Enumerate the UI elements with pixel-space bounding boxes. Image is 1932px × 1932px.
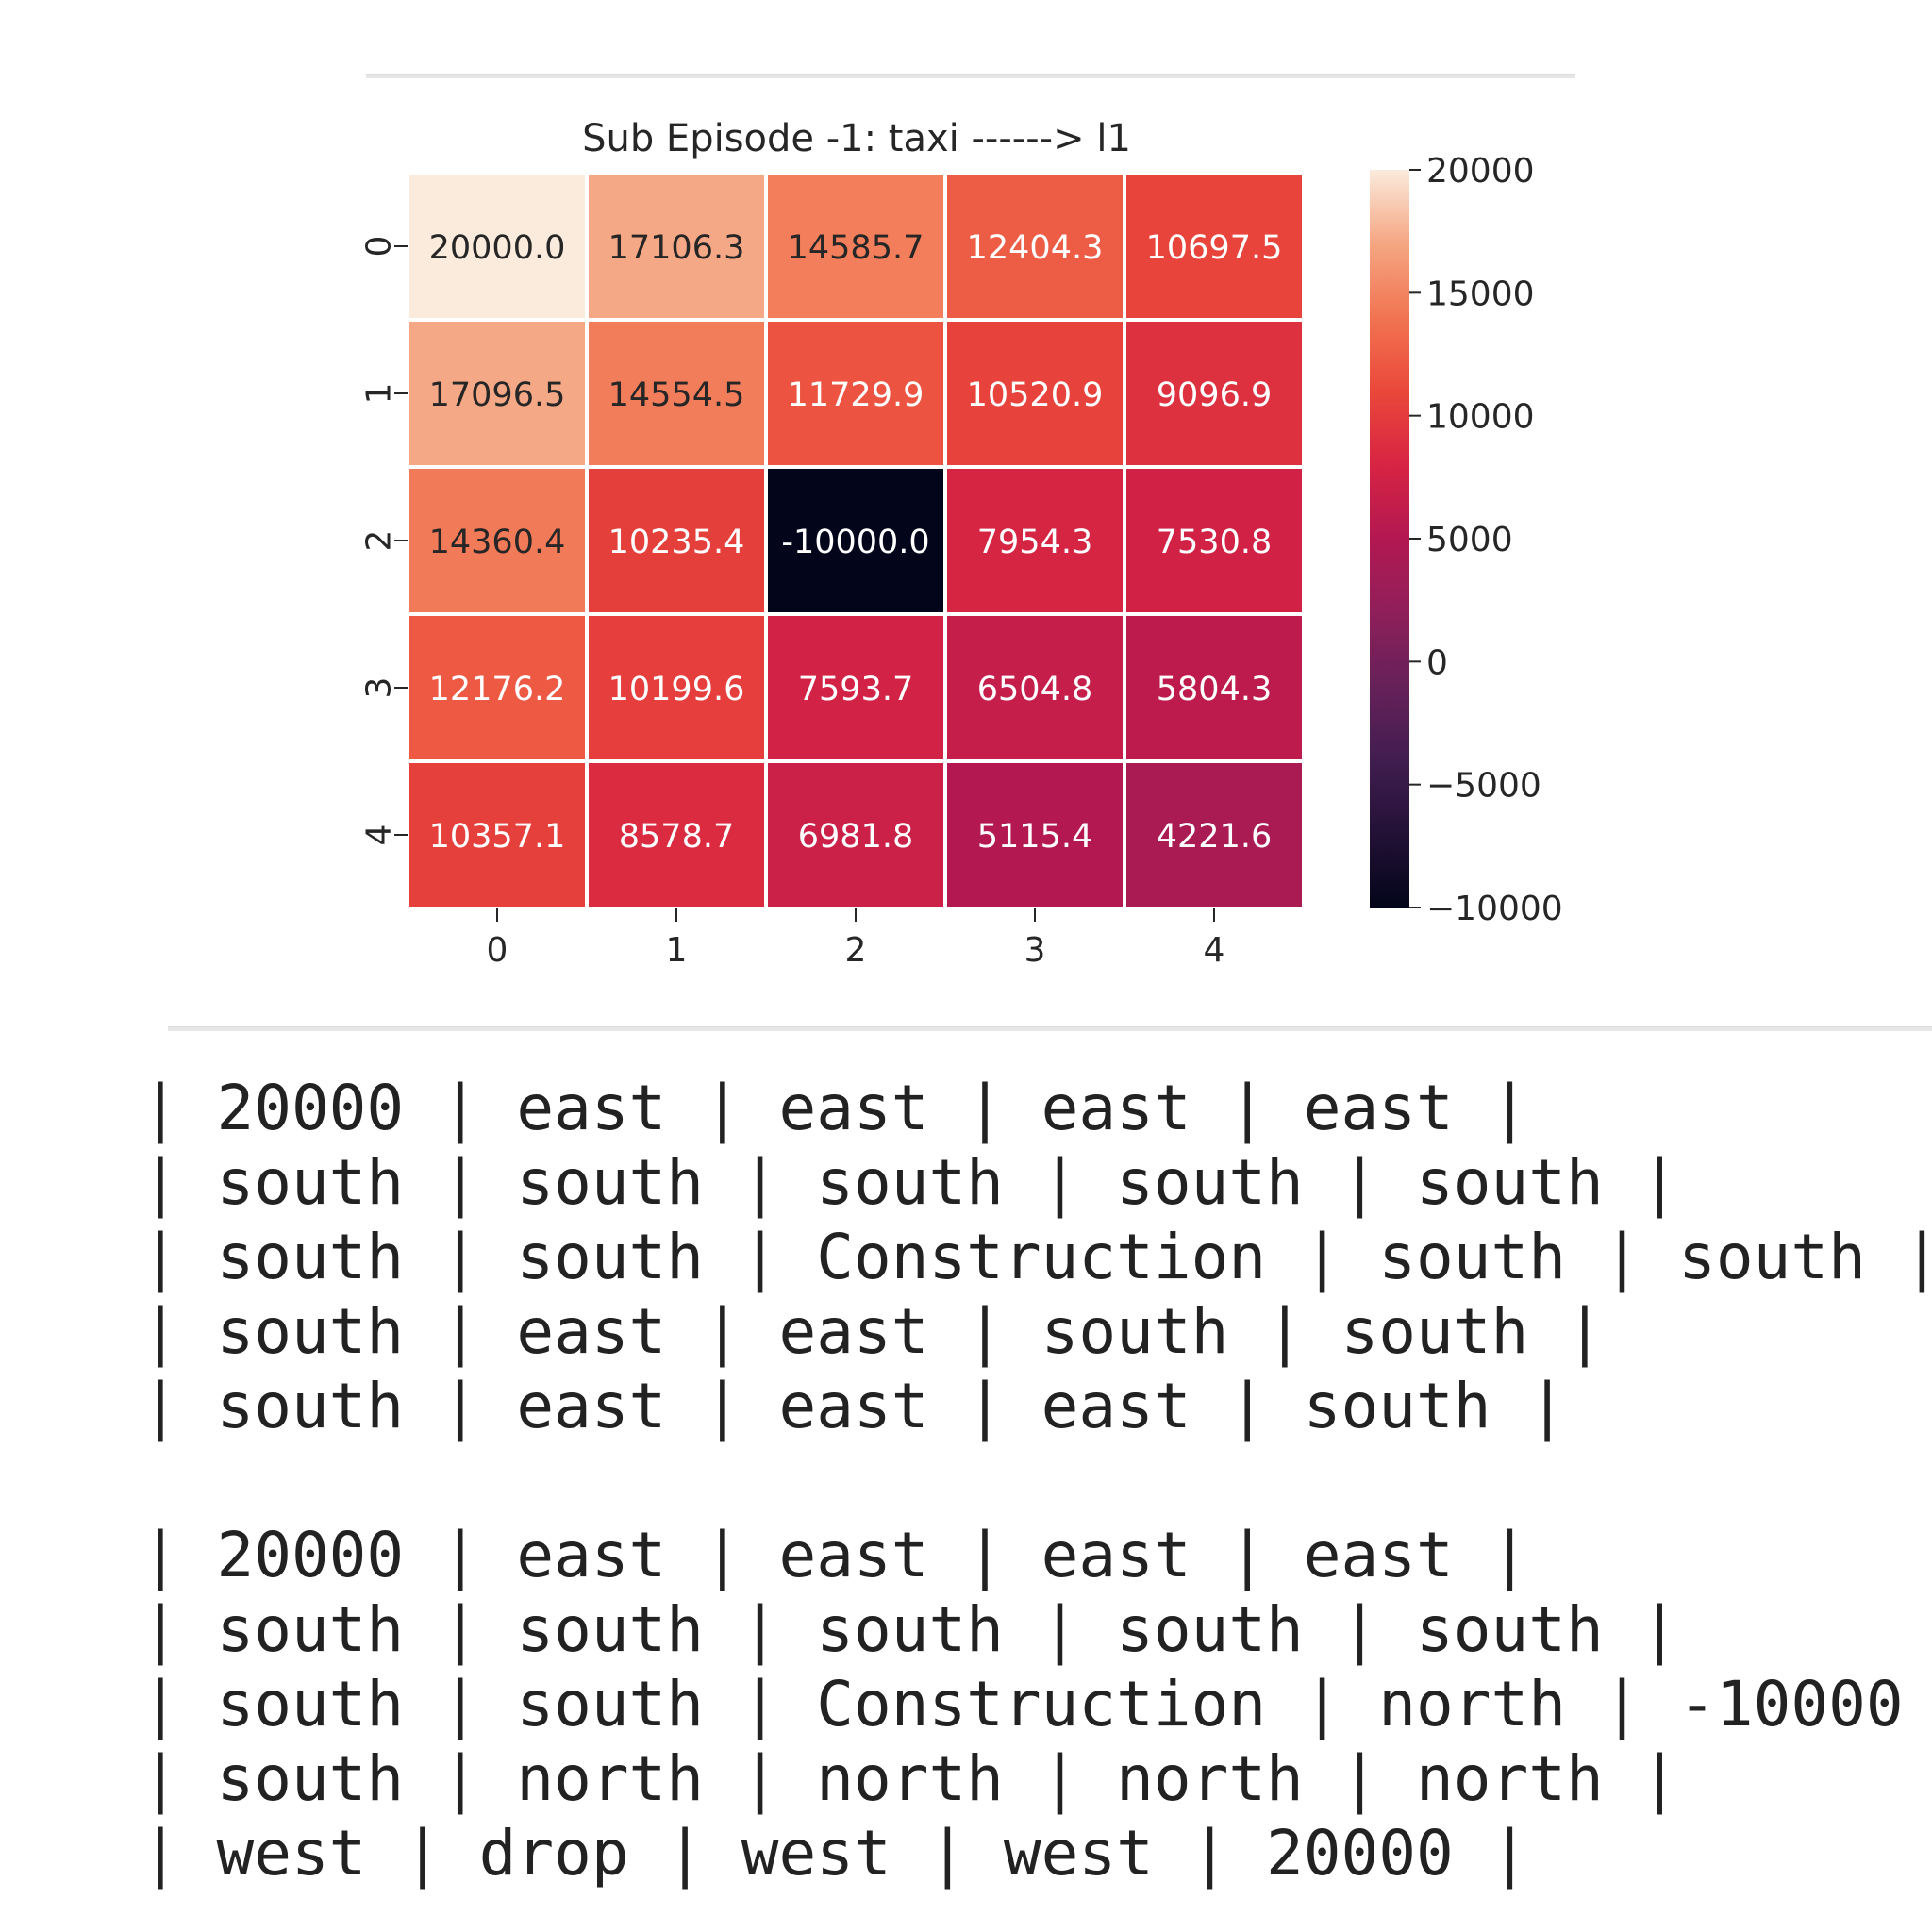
heatmap-cell-label: 7530.8 xyxy=(1157,524,1272,561)
output-line: | 20000 | east | east | east | east | xyxy=(142,1072,1529,1144)
heatmap-cell-label: 12176.2 xyxy=(429,671,566,708)
colorbar-tick-label: 20000 xyxy=(1426,152,1535,191)
output-line: | 20000 | east | east | east | east | xyxy=(142,1519,1529,1591)
colorbar-tick-label: 5000 xyxy=(1426,521,1513,559)
cell-separator-top xyxy=(366,74,1575,78)
x-axis: 0 1 2 3 4 xyxy=(487,908,1225,970)
heatmap-cell xyxy=(406,759,589,910)
y-tick-label: 1 xyxy=(360,383,399,405)
heatmap-cell-label: 10199.6 xyxy=(608,671,745,708)
y-axis: 0 1 2 3 4 xyxy=(360,236,408,846)
x-tick-label: 0 xyxy=(487,931,508,970)
heatmap-cell-label: 7954.3 xyxy=(977,524,1092,561)
output-line: | south | south | Construction | south |… xyxy=(142,1221,1932,1293)
heatmap-cell xyxy=(943,612,1126,763)
heatmap-cell xyxy=(764,612,947,763)
colorbar-tick-label: −10000 xyxy=(1426,890,1563,928)
heatmap-cell xyxy=(406,318,589,469)
heatmap-cell xyxy=(1123,465,1306,616)
y-tick-label: 0 xyxy=(360,236,399,258)
heatmap-cell-label: 14585.7 xyxy=(788,229,924,267)
y-tick-label: 4 xyxy=(360,824,399,846)
heatmap-cell-label: 6981.8 xyxy=(798,818,913,856)
heatmap-cell xyxy=(1123,612,1306,763)
heatmap-cell xyxy=(585,612,768,763)
text-output: | 20000 | east | east | east | east | | s… xyxy=(142,1071,1932,1890)
colorbar xyxy=(1370,170,1409,908)
heatmap-cell xyxy=(585,171,768,322)
cell-separator-bottom xyxy=(168,1026,1932,1031)
output-line: | south | south | south | south | south … xyxy=(142,1593,1679,1666)
heatmap-cell-label: -10000.0 xyxy=(781,524,929,561)
heatmap-cell-label: 14554.5 xyxy=(608,376,745,414)
heatmap-cell-label: 10235.4 xyxy=(608,524,745,561)
colorbar-tick-label: −5000 xyxy=(1426,767,1541,806)
heatmap-cell-label: 10520.9 xyxy=(967,376,1104,414)
y-tick-label: 3 xyxy=(360,677,399,699)
heatmap-cell xyxy=(1123,318,1306,469)
heatmap-cell-label: 12404.3 xyxy=(967,229,1104,267)
heatmap-cell-label: 9096.9 xyxy=(1157,376,1272,414)
heatmap-cell xyxy=(764,759,947,910)
heatmap-cell xyxy=(406,171,589,322)
output-line: | south | east | east | south | south | xyxy=(142,1295,1604,1368)
heatmap-cell-label: 8578.7 xyxy=(619,818,734,856)
heatmap-cell xyxy=(1123,171,1306,322)
x-tick-label: 2 xyxy=(845,931,867,970)
heatmap-cell-label: 10697.5 xyxy=(1146,229,1283,267)
heatmap-cell-label: 5115.4 xyxy=(977,818,1092,856)
output-line: | south | north | north | north | north … xyxy=(142,1742,1679,1815)
x-tick-label: 1 xyxy=(666,931,688,970)
colorbar-ticks: 20000 15000 10000 5000 0 −5000 −10000 xyxy=(1409,152,1563,928)
heatmap-cell-label: 11729.9 xyxy=(788,376,924,414)
colorbar-tick-label: 15000 xyxy=(1426,275,1535,313)
heatmap-cell xyxy=(943,465,1126,616)
y-tick-label: 2 xyxy=(360,530,399,552)
output-line: | south | south | Construction | north |… xyxy=(142,1668,1932,1740)
chart-title: Sub Episode -1: taxi ------> l1 xyxy=(582,117,1131,160)
heatmap-cell-label: 4221.6 xyxy=(1157,818,1272,856)
x-tick-label: 3 xyxy=(1024,931,1046,970)
heatmap-cell-label: 14360.4 xyxy=(429,524,566,561)
heatmap-cell-label: 17106.3 xyxy=(608,229,745,267)
output-blank-line xyxy=(142,1443,1932,1518)
heatmap-cells: 20000.0 17106.3 14585.7 12404.3 10697.5 17096… xyxy=(406,171,1306,910)
colorbar-tick-label: 0 xyxy=(1426,643,1448,682)
heatmap-chart: Sub Episode -1: taxi ------> l1 20000.0 1… xyxy=(360,117,1563,970)
heatmap-cell xyxy=(585,465,768,616)
output-line: | south | south | south | south | south … xyxy=(142,1146,1679,1219)
output-line: | south | east | east | east | south | xyxy=(142,1370,1566,1442)
heatmap-cell-label: 20000.0 xyxy=(429,229,566,267)
heatmap-cell xyxy=(943,171,1126,322)
output-line: | west | drop | west | west | 20000 | xyxy=(142,1817,1529,1890)
heatmap-cell-label: 10357.1 xyxy=(429,818,566,856)
heatmap-cell xyxy=(585,759,768,910)
colorbar-tick-label: 10000 xyxy=(1426,398,1535,437)
heatmap-cell-label: 17096.5 xyxy=(429,376,566,414)
heatmap-cell-label: 7593.7 xyxy=(798,671,913,708)
heatmap-cell xyxy=(764,318,947,469)
heatmap-cell-label: 6504.8 xyxy=(977,671,1092,708)
x-tick-label: 4 xyxy=(1204,931,1225,970)
heatmap-cell-label: 5804.3 xyxy=(1157,671,1272,708)
